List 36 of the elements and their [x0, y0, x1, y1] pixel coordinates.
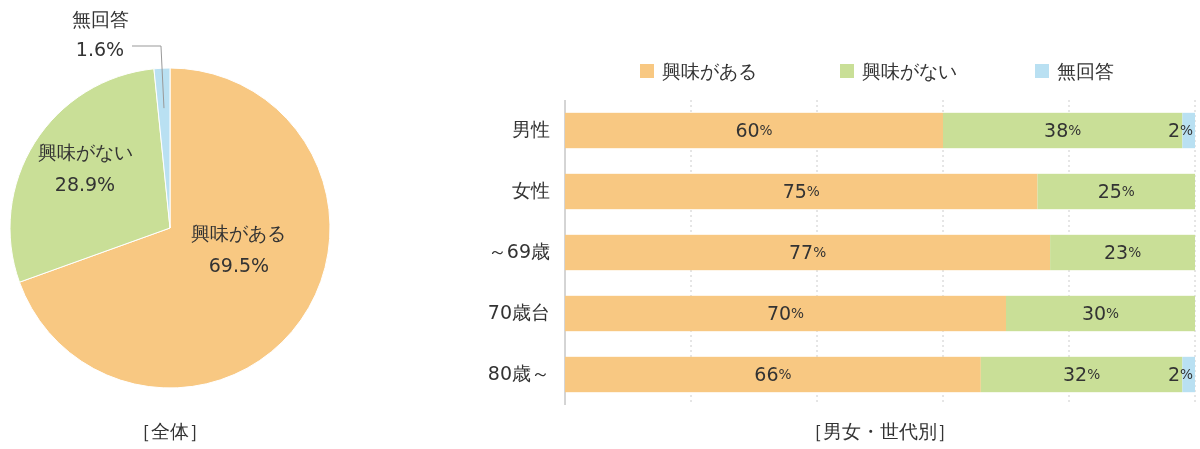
slice-label: 興味がない — [37, 140, 133, 163]
slice-label: 興味がある — [191, 221, 287, 244]
y-tick-label: 男性 — [512, 118, 550, 140]
bar — [1006, 295, 1195, 332]
y-tick-label: ～69歳 — [487, 240, 550, 262]
data-label: 1.6% — [75, 37, 125, 60]
text: ［全体］ — [132, 419, 208, 442]
y-tick-label: 80歳～ — [487, 362, 550, 384]
text: ［男女・世代別］ — [804, 419, 956, 442]
data-label: 30% — [1081, 301, 1120, 323]
slice-label: 無回答 — [71, 7, 129, 30]
data-label: 25% — [1097, 179, 1135, 201]
bar — [565, 173, 1038, 210]
data-label: 23% — [1103, 240, 1142, 262]
data-label: 77% — [788, 240, 827, 262]
legend-label: 興味がない — [862, 59, 957, 82]
data-label: 69.5% — [208, 253, 270, 276]
bar — [565, 112, 943, 149]
bar — [565, 295, 1006, 332]
data-label: 70% — [766, 301, 805, 323]
data-label: 2% — [1167, 118, 1193, 140]
legend-label: 無回答 — [1057, 59, 1114, 82]
data-label: 28.9% — [54, 172, 116, 195]
bar — [1037, 173, 1195, 210]
data-label: 75% — [782, 179, 820, 201]
y-tick-label: 女性 — [512, 179, 550, 201]
bar — [565, 234, 1051, 271]
data-label: 2% — [1167, 362, 1193, 384]
bar — [1050, 234, 1195, 271]
data-label: 66% — [754, 362, 792, 384]
bar — [565, 356, 981, 393]
data-label: 60% — [735, 118, 773, 140]
legend-label: 興味がある — [662, 59, 757, 82]
y-tick-label: 70歳台 — [487, 301, 550, 323]
data-label: 38% — [1044, 118, 1082, 140]
data-label: 32% — [1063, 362, 1101, 384]
